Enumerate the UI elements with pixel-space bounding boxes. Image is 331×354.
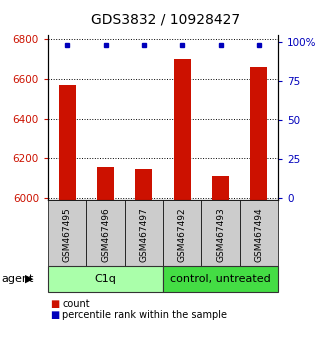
Text: GSM467493: GSM467493 (216, 207, 225, 262)
Text: ■: ■ (50, 310, 59, 320)
Text: GSM467495: GSM467495 (63, 207, 72, 262)
Bar (212, 176, 229, 200)
Bar (135, 169, 153, 200)
Text: ▶: ▶ (24, 274, 33, 284)
Text: count: count (62, 299, 90, 309)
Text: C1q: C1q (95, 274, 117, 284)
Bar (173, 59, 191, 200)
Text: ■: ■ (50, 299, 59, 309)
Text: GSM467496: GSM467496 (101, 207, 110, 262)
Bar (97, 167, 114, 200)
Text: GDS3832 / 10928427: GDS3832 / 10928427 (91, 12, 240, 27)
Bar (59, 85, 76, 200)
Text: agent: agent (2, 274, 34, 284)
Text: percentile rank within the sample: percentile rank within the sample (62, 310, 227, 320)
Bar (250, 67, 267, 200)
Text: GSM467494: GSM467494 (254, 207, 263, 262)
Text: GSM467497: GSM467497 (139, 207, 148, 262)
Text: control, untreated: control, untreated (170, 274, 271, 284)
Text: GSM467492: GSM467492 (178, 207, 187, 262)
